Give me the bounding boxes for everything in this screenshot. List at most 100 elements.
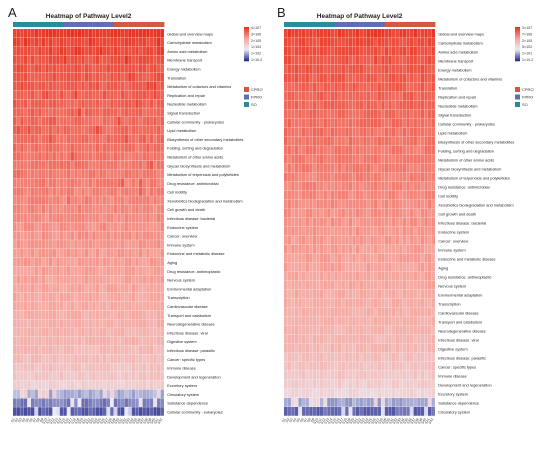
panel-0-cell: [41, 231, 46, 240]
panel-1-cell: [298, 290, 302, 299]
panel-1-cell: [330, 281, 335, 290]
panel-0-cell: [13, 284, 17, 293]
panel-1-cell: [287, 137, 291, 146]
panel-1-cell: [345, 47, 349, 56]
panel-0-cell: [128, 204, 132, 214]
panel-1-cell: [302, 119, 306, 128]
panel-1-col-label: S40: [421, 417, 428, 424]
panel-1-cell: [417, 119, 421, 128]
panel-1-cell: [388, 344, 392, 353]
panel-1-cell: [320, 371, 324, 380]
panel-1-cell: [341, 47, 345, 56]
panel-1-cell: [341, 173, 345, 182]
panel-0-cell: [106, 152, 110, 161]
panel-0-cell: [121, 363, 125, 372]
panel-1-cell: [406, 317, 410, 326]
panel-1-cell: [356, 218, 360, 227]
panel-0-cell: [20, 372, 24, 381]
panel-0-cell: [88, 336, 92, 346]
panel-0-cell: [135, 248, 139, 258]
panel-1-cell: [341, 254, 345, 263]
panel-0-cell: [31, 301, 35, 311]
panel-0-cell: [124, 284, 128, 293]
panel-1-cell: [428, 389, 432, 398]
panel-1-cell: [399, 92, 403, 101]
panel-0-cell: [49, 116, 53, 126]
panel-1-group-cell: [298, 22, 303, 27]
panel-1-cell: [294, 47, 299, 56]
panel-0-cell: [52, 363, 56, 372]
panel-0-cell: [92, 116, 96, 126]
panel-1-cell: [320, 362, 324, 371]
panel-1-cell: [327, 389, 331, 398]
panel-0-cell: [85, 169, 89, 179]
panel-0-cell: [38, 160, 42, 170]
panel-0-cell: [95, 187, 100, 196]
panel-0-cell: [121, 169, 125, 179]
panel-0-cell: [131, 37, 136, 47]
panel-1-cell: [359, 371, 363, 380]
panel-1-cell: [374, 65, 378, 74]
panel-1-cell: [352, 191, 356, 200]
panel-1-cell: [327, 317, 331, 326]
panel-0-cell: [27, 152, 31, 161]
panel-1-cell: [381, 191, 385, 200]
panel-1-scale-label: 2×105: [522, 39, 532, 43]
panel-0-col-label: S24: [92, 417, 99, 424]
panel-0-cell: [92, 134, 96, 144]
panel-0-cell: [149, 152, 154, 161]
panel-0-cell: [95, 143, 100, 152]
panel-1-cell: [345, 38, 349, 47]
panel-1-cell: [424, 47, 428, 56]
panel-0-cell: [149, 29, 154, 38]
panel-1-cell: [359, 56, 363, 65]
panel-0-cell: [74, 363, 78, 372]
panel-0-cell: [135, 29, 139, 38]
panel-1-cell: [431, 83, 435, 92]
panel-1-cell: [388, 101, 392, 110]
panel-0-cell: [149, 55, 154, 64]
panel-0-cell: [124, 248, 128, 258]
panel-1-cell: [402, 29, 407, 38]
panel-1-cell: [309, 263, 313, 272]
panel-1-cell: [413, 209, 417, 218]
panel-0-cell: [157, 266, 161, 276]
panel-0-cell: [67, 328, 71, 337]
panel-1-cell: [356, 371, 360, 380]
panel-1-cell: [406, 344, 410, 353]
panel-1-cell: [312, 236, 317, 245]
panel-0-row-label: Replication and repair: [167, 93, 206, 98]
panel-1-cell: [291, 119, 295, 128]
panel-1-cell: [302, 236, 306, 245]
panel-0-cell: [85, 345, 89, 355]
panel-0-cell: [27, 284, 31, 293]
panel-0-cell: [27, 363, 31, 372]
panel-1-cell: [424, 236, 428, 245]
panel-0-cell: [81, 160, 85, 170]
panel-1-cell: [287, 281, 291, 290]
panel-0-cell: [20, 187, 24, 196]
panel-1-cell: [334, 128, 338, 137]
panel-0-cell: [85, 196, 89, 205]
panel-1-cell: [424, 164, 428, 173]
panel-0-cell: [13, 240, 17, 249]
panel-0-cell: [95, 292, 100, 302]
panel-0-cell: [41, 55, 46, 64]
panel-0-cell: [157, 310, 161, 319]
panel-1-cell: [294, 56, 299, 65]
panel-0-scale-label: 1×102: [251, 52, 261, 56]
panel-0-cell: [23, 345, 28, 355]
panel-1-cell: [327, 227, 331, 236]
panel-1-cell: [363, 209, 367, 218]
panel-0-group-cell: [67, 22, 71, 27]
panel-0-cell: [13, 37, 17, 47]
panel-1-cell: [370, 173, 374, 182]
panel-1-cell: [330, 200, 335, 209]
panel-0-cell: [49, 37, 53, 47]
panel-1-cell: [406, 371, 410, 380]
panel-0-cell: [34, 116, 38, 126]
panel-0-scale-step: [244, 57, 249, 60]
panel-0-cell: [34, 240, 38, 249]
panel-1-cell: [298, 308, 302, 317]
panel-0-cell: [131, 354, 136, 363]
